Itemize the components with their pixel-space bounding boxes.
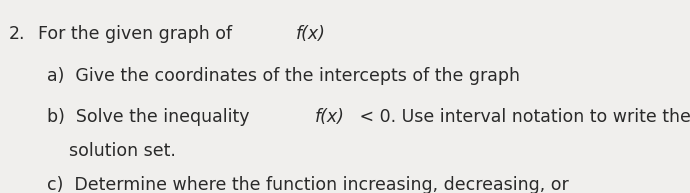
Text: For the given graph of: For the given graph of	[38, 25, 237, 43]
Text: 2.: 2.	[8, 25, 25, 43]
Text: b)  Solve the inequality: b) Solve the inequality	[47, 108, 255, 126]
Text: f(x): f(x)	[315, 108, 345, 126]
Text: f(x): f(x)	[295, 25, 326, 43]
Text: solution set.: solution set.	[69, 142, 176, 160]
Text: c)  Determine where the function increasing, decreasing, or: c) Determine where the function increasi…	[47, 176, 569, 193]
Text: a)  Give the coordinates of the intercepts of the graph: a) Give the coordinates of the intercept…	[47, 67, 520, 85]
Text: < 0. Use interval notation to write the: < 0. Use interval notation to write the	[354, 108, 690, 126]
